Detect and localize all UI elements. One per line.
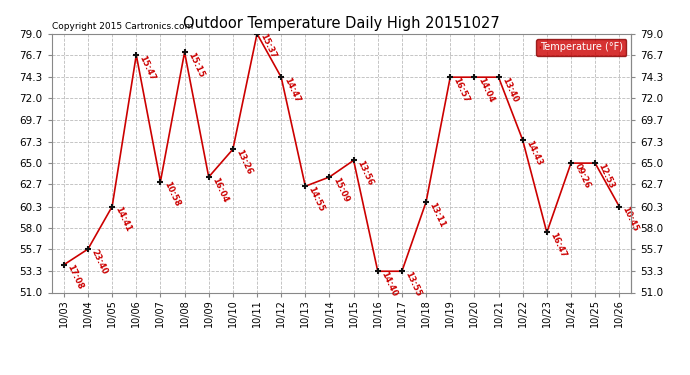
Text: 15:37: 15:37	[259, 32, 278, 60]
Text: 14:41: 14:41	[114, 205, 133, 233]
Text: 13:26: 13:26	[235, 148, 254, 176]
Text: 09:26: 09:26	[573, 162, 592, 190]
Legend: Temperature (°F): Temperature (°F)	[535, 39, 627, 56]
Text: 16:57: 16:57	[452, 76, 471, 104]
Text: 14:40: 14:40	[380, 270, 399, 298]
Text: 13:55: 13:55	[404, 270, 423, 298]
Text: Copyright 2015 Cartronics.com: Copyright 2015 Cartronics.com	[52, 22, 193, 31]
Text: 13:11: 13:11	[428, 201, 447, 229]
Text: 15:47: 15:47	[138, 54, 157, 82]
Text: 14:43: 14:43	[524, 139, 544, 166]
Title: Outdoor Temperature Daily High 20151027: Outdoor Temperature Daily High 20151027	[183, 16, 500, 31]
Text: 16:47: 16:47	[549, 231, 568, 259]
Text: 23:40: 23:40	[90, 248, 109, 276]
Text: 14:04: 14:04	[476, 76, 495, 104]
Text: 13:56: 13:56	[355, 159, 375, 187]
Text: 17:08: 17:08	[66, 263, 85, 291]
Text: 14:47: 14:47	[283, 76, 302, 104]
Text: 12:53: 12:53	[597, 162, 616, 190]
Text: 14:55: 14:55	[307, 185, 326, 213]
Text: 10:45: 10:45	[621, 205, 640, 233]
Text: 13:40: 13:40	[500, 76, 520, 104]
Text: 15:15: 15:15	[186, 51, 206, 79]
Text: 16:04: 16:04	[210, 176, 230, 204]
Text: 15:09: 15:09	[331, 176, 351, 204]
Text: 10:58: 10:58	[162, 180, 181, 208]
